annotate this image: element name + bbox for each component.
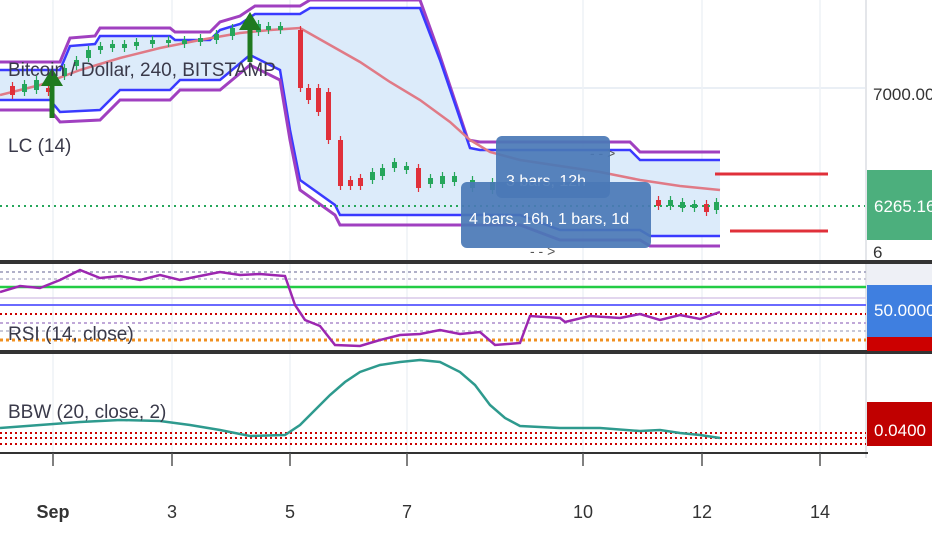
candle-body	[428, 178, 433, 184]
symbol-label: Bitcoin / Dollar, 240, BITSTAMP	[8, 60, 276, 81]
candle-body	[298, 30, 303, 88]
arrow-up-icon	[239, 12, 261, 62]
channel-upper-outer	[0, 0, 720, 154]
price-axis[interactable]: 7000.00 6265.16 6	[865, 0, 932, 458]
time-tick-label: Sep	[36, 502, 69, 522]
bbw-value-badge	[867, 402, 932, 446]
rsi-upper-badge	[867, 264, 932, 285]
candle-body	[392, 162, 397, 168]
bbw-pane: BBW (20, close, 2) 0.0400	[0, 358, 932, 446]
indicator-label: LC (14)	[8, 136, 71, 157]
rsi-value: 50.0000	[874, 301, 932, 320]
candle-body	[46, 88, 51, 92]
candle-body	[98, 46, 103, 50]
tooltip-lower-text: 4 bars, 16h, 1 bars, 1d	[469, 211, 629, 228]
candle-body	[440, 176, 445, 184]
rsi-label: RSI (14, close)	[8, 324, 134, 345]
candle-body	[278, 26, 283, 30]
price-tick: 7000.00	[873, 85, 932, 104]
candle-body	[230, 28, 235, 36]
bbw-value: 0.0400	[874, 421, 926, 440]
arrow-up-icon	[41, 68, 63, 118]
candle-body	[182, 40, 187, 44]
candle-body	[34, 80, 39, 90]
time-tick-label: 14	[810, 502, 830, 522]
time-tick-label: 12	[692, 502, 712, 522]
candle-body	[134, 42, 139, 46]
time-tick-label: 5	[285, 502, 295, 522]
candle-body	[150, 40, 155, 44]
bbw-line	[0, 358, 721, 440]
candle-body	[370, 172, 375, 180]
candle-body	[110, 44, 115, 48]
rsi-pane: RSI (14, close) 50.0000	[0, 264, 932, 351]
candle-body	[714, 202, 719, 210]
rsi-lower-badge	[867, 337, 932, 351]
candle-body	[680, 202, 685, 208]
candle-body	[166, 40, 171, 43]
candle-body	[668, 200, 673, 206]
candle-body	[62, 68, 67, 76]
candle-body	[86, 50, 91, 58]
bars-tooltip-lower[interactable]: 4 bars, 16h, 1 bars, 1d	[461, 182, 651, 248]
current-price-value: 6265.16	[874, 197, 932, 216]
candle-body	[380, 168, 385, 176]
candle-body	[348, 180, 353, 186]
partial-price-tick: 6	[873, 243, 882, 262]
time-tick-label: 3	[167, 502, 177, 522]
rsi-line	[0, 268, 721, 348]
candle-body	[404, 166, 409, 170]
current-price-badge	[867, 170, 932, 240]
time-tick-label: 10	[573, 502, 593, 522]
candle-body	[326, 92, 331, 140]
rsi-value-badge	[867, 285, 932, 337]
candle-body	[416, 168, 421, 188]
pane-separator[interactable]	[0, 260, 932, 264]
time-tick-label: 7	[402, 502, 412, 522]
candle-body	[122, 44, 127, 48]
candle-body	[74, 60, 79, 66]
candle-body	[452, 176, 457, 182]
candle-body	[10, 86, 15, 95]
bbw-label: BBW (20, close, 2)	[8, 402, 166, 423]
candle-body	[266, 26, 271, 30]
candle-body	[656, 200, 661, 206]
candle-body	[692, 204, 697, 208]
candle-body	[316, 88, 321, 112]
time-axis[interactable]: Sep 3 5 7 10 12 14	[36, 453, 830, 522]
candle-body	[22, 84, 27, 92]
candle-body	[214, 34, 219, 40]
candle-body	[198, 38, 203, 42]
candle-body	[338, 140, 343, 186]
candle-body	[704, 204, 709, 212]
candle-body	[358, 178, 363, 186]
candle-body	[306, 88, 311, 100]
pane-separator[interactable]	[0, 350, 932, 354]
